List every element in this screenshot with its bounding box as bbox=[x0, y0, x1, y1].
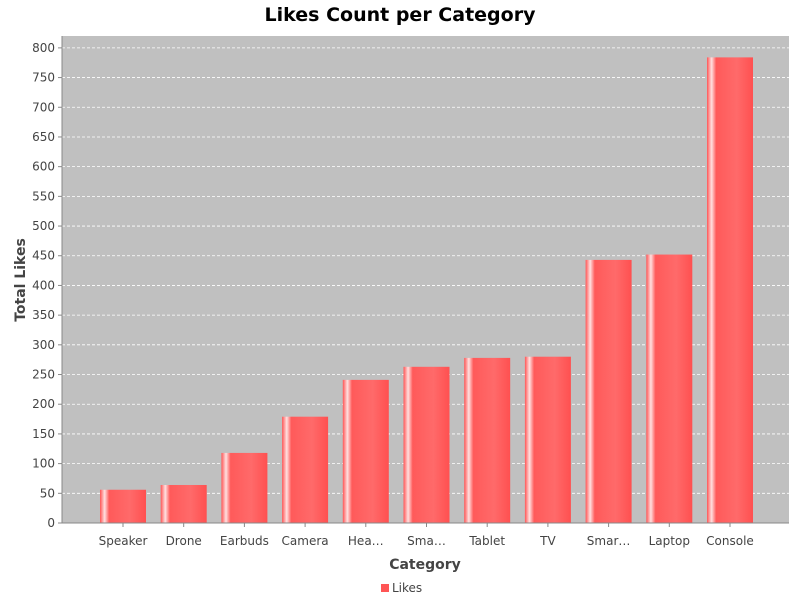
bar bbox=[342, 379, 389, 523]
y-tick-label: 250 bbox=[32, 368, 55, 382]
bar bbox=[160, 484, 207, 523]
legend: Likes bbox=[381, 581, 422, 595]
bar bbox=[464, 357, 511, 523]
x-tick-label: Tablet bbox=[468, 534, 505, 548]
x-tick-label: Drone bbox=[166, 534, 202, 548]
y-tick-label: 500 bbox=[32, 219, 55, 233]
chart-title: Likes Count per Category bbox=[265, 4, 537, 26]
x-tick-label: Console bbox=[706, 534, 754, 548]
x-tick-label: Earbuds bbox=[220, 534, 269, 548]
bar bbox=[707, 57, 753, 523]
x-axis-label: Category bbox=[389, 557, 461, 573]
bars bbox=[100, 57, 753, 523]
x-axis-ticks: Speaker Drone Earbuds Camera Hea… Sma… Tablet T… bbox=[99, 523, 754, 548]
y-tick-label: 0 bbox=[47, 516, 55, 530]
y-axis-label: Total Likes bbox=[13, 238, 29, 322]
y-tick-label: 100 bbox=[32, 457, 55, 471]
x-tick-label: Laptop bbox=[649, 534, 690, 548]
y-tick-label: 450 bbox=[32, 249, 55, 263]
x-tick-label: Sma… bbox=[407, 534, 446, 548]
bar bbox=[524, 356, 571, 523]
y-tick-label: 800 bbox=[32, 41, 55, 55]
y-tick-label: 550 bbox=[32, 189, 55, 203]
y-tick-label: 400 bbox=[32, 278, 55, 292]
x-tick-label: Camera bbox=[282, 534, 329, 548]
bar bbox=[100, 489, 146, 523]
bar bbox=[585, 259, 632, 523]
y-tick-label: 300 bbox=[32, 338, 55, 352]
x-tick-label: Hea… bbox=[348, 534, 384, 548]
y-tick-label: 650 bbox=[32, 130, 55, 144]
bar bbox=[282, 416, 329, 523]
bar bbox=[221, 452, 268, 523]
y-tick-label: 150 bbox=[32, 427, 55, 441]
y-tick-label: 700 bbox=[32, 100, 55, 114]
bar bbox=[403, 366, 450, 523]
legend-label: Likes bbox=[392, 581, 422, 595]
y-tick-label: 600 bbox=[32, 160, 55, 174]
x-tick-label: TV bbox=[539, 534, 556, 548]
x-tick-label: Speaker bbox=[99, 534, 148, 548]
bar bbox=[646, 254, 693, 523]
y-tick-label: 200 bbox=[32, 397, 55, 411]
y-tick-label: 350 bbox=[32, 308, 55, 322]
y-axis-ticks: 0 50 100 150 200 250 300 350 400 450 500 550 600 650 7… bbox=[32, 41, 62, 530]
x-tick-label: Smar… bbox=[587, 534, 631, 548]
y-tick-label: 750 bbox=[32, 71, 55, 85]
legend-swatch bbox=[381, 584, 389, 592]
y-tick-label: 50 bbox=[40, 486, 55, 500]
